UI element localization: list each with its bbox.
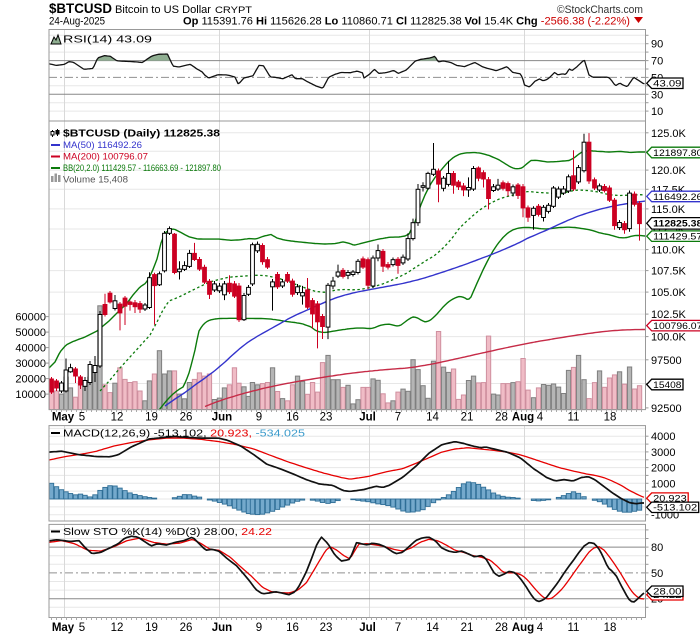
svg-text:-513.102: -513.102 <box>653 503 697 514</box>
svg-text:120.0K: 120.0K <box>651 165 687 177</box>
svg-text:90: 90 <box>651 39 663 51</box>
svg-text:102.5K: 102.5K <box>651 309 687 321</box>
svg-text:Aug: Aug <box>512 622 534 634</box>
svg-text:14: 14 <box>426 622 439 634</box>
svg-text:10: 10 <box>651 106 663 118</box>
svg-text:112825.38: 112825.38 <box>653 219 700 230</box>
svg-text:5: 5 <box>79 412 85 424</box>
svg-text:97500: 97500 <box>651 355 682 367</box>
svg-text:28: 28 <box>495 622 508 634</box>
svg-text:19: 19 <box>145 622 158 634</box>
svg-text:May: May <box>52 412 75 424</box>
svg-text:100796.07: 100796.07 <box>653 321 700 332</box>
svg-text:Aug: Aug <box>512 412 534 424</box>
svg-text:111429.57: 111429.57 <box>653 232 700 243</box>
svg-text:2000: 2000 <box>651 463 675 475</box>
svg-text:11: 11 <box>568 622 580 634</box>
svg-text:14: 14 <box>426 412 439 424</box>
svg-text:MA(200) 100796.07: MA(200) 100796.07 <box>63 152 148 162</box>
svg-text:MA(50) 116492.26: MA(50) 116492.26 <box>63 140 142 150</box>
svg-text:26: 26 <box>180 412 193 424</box>
svg-text:116492.26: 116492.26 <box>653 192 700 203</box>
svg-text:92500: 92500 <box>651 403 682 415</box>
svg-text:21: 21 <box>461 412 474 424</box>
svg-text:26: 26 <box>180 622 193 634</box>
svg-text:23: 23 <box>320 412 333 424</box>
svg-text:4: 4 <box>537 412 544 424</box>
svg-text:80: 80 <box>651 542 663 554</box>
svg-text:1000: 1000 <box>651 478 675 490</box>
svg-text:CRYPT: CRYPT <box>215 5 252 16</box>
svg-text:Jun: Jun <box>212 412 232 424</box>
svg-text:©StockCharts.com: ©StockCharts.com <box>557 4 643 16</box>
svg-text:BB(20,2.0) 111429.57 - 116663.: BB(20,2.0) 111429.57 - 116663.69 - 12189… <box>63 163 221 173</box>
svg-text:7: 7 <box>395 622 401 634</box>
svg-text:12: 12 <box>111 412 124 424</box>
svg-text:Bitcoin to US Dollar: Bitcoin to US Dollar <box>115 4 211 16</box>
svg-text:19: 19 <box>145 412 158 424</box>
svg-text:30: 30 <box>651 89 663 101</box>
svg-text:28.00: 28.00 <box>653 587 681 598</box>
svg-text:Jul: Jul <box>359 412 376 424</box>
svg-text:12: 12 <box>111 622 124 634</box>
svg-text:RSI(14) 43.09: RSI(14) 43.09 <box>63 35 153 46</box>
svg-text:100.0K: 100.0K <box>651 332 687 344</box>
svg-text:121897.80: 121897.80 <box>653 148 700 159</box>
svg-text:Volume 15,408: Volume 15,408 <box>63 175 128 185</box>
svg-text:10000: 10000 <box>15 389 46 401</box>
svg-text:$BTCUSD (Daily) 112825.38: $BTCUSD (Daily) 112825.38 <box>63 129 220 140</box>
svg-text:50000: 50000 <box>15 327 46 339</box>
svg-text:MACD(12,26,9) -513.102, 20.923: MACD(12,26,9) -513.102, 20.923, -534.025 <box>63 429 306 440</box>
svg-text:7: 7 <box>395 412 401 424</box>
svg-text:9: 9 <box>256 412 262 424</box>
svg-text:43.09: 43.09 <box>653 79 681 90</box>
svg-text:30000: 30000 <box>15 358 46 370</box>
svg-text:28: 28 <box>495 412 508 424</box>
svg-text:3000: 3000 <box>651 447 675 459</box>
svg-text:Jul: Jul <box>359 622 376 634</box>
svg-text:18: 18 <box>604 412 617 424</box>
svg-text:4: 4 <box>537 622 544 634</box>
svg-text:23: 23 <box>320 622 333 634</box>
svg-text:Jun: Jun <box>212 622 232 634</box>
svg-text:4000: 4000 <box>651 431 675 443</box>
svg-text:$BTCUSD: $BTCUSD <box>49 1 112 16</box>
svg-text:105.0K: 105.0K <box>651 287 687 299</box>
svg-text:Op 115391.76 Hi 115626.28 Lo 1: Op 115391.76 Hi 115626.28 Lo 110860.71 C… <box>183 16 630 28</box>
svg-text:24-Aug-2025: 24-Aug-2025 <box>49 16 105 28</box>
svg-text:5: 5 <box>79 622 85 634</box>
svg-text:20000: 20000 <box>15 374 46 386</box>
svg-text:May: May <box>52 622 75 634</box>
svg-text:107.5K: 107.5K <box>651 266 687 278</box>
svg-text:115.0K: 115.0K <box>651 204 686 216</box>
svg-text:70: 70 <box>651 56 663 68</box>
svg-text:16: 16 <box>286 622 299 634</box>
svg-text:21: 21 <box>461 622 474 634</box>
svg-text:Slow STO %K(14) %D(3) 28.00, 2: Slow STO %K(14) %D(3) 28.00, 24.22 <box>63 527 273 538</box>
svg-text:9: 9 <box>256 622 262 634</box>
svg-text:110.0K: 110.0K <box>651 245 686 257</box>
svg-text:40000: 40000 <box>15 343 46 355</box>
svg-text:60000: 60000 <box>15 312 46 324</box>
svg-text:125.0K: 125.0K <box>651 128 687 140</box>
svg-text:18: 18 <box>604 622 617 634</box>
svg-text:16: 16 <box>286 412 299 424</box>
svg-text:11: 11 <box>568 412 580 424</box>
svg-text:50: 50 <box>651 568 663 580</box>
svg-text:20.923: 20.923 <box>653 494 687 505</box>
svg-text:15408: 15408 <box>653 380 681 391</box>
